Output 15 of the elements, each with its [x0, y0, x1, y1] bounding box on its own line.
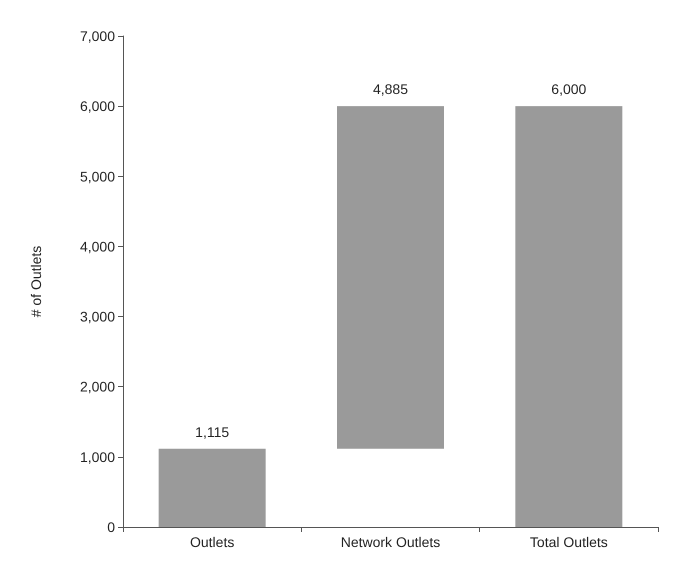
- data-label: 6,000: [551, 81, 587, 98]
- y-tick-label: 5,000: [80, 168, 116, 184]
- y-tick-label: 3,000: [80, 308, 116, 325]
- data-label: 4,885: [372, 81, 408, 98]
- y-tick-label: 0: [107, 519, 116, 535]
- y-tick-label: 7,000: [80, 28, 116, 44]
- y-tick-label: 2,000: [80, 378, 116, 395]
- x-tick-label: Network Outlets: [340, 534, 440, 550]
- x-tick-label: Outlets: [190, 534, 234, 550]
- y-axis-title: # of Outlets: [28, 246, 44, 318]
- y-tick-label: 1,000: [80, 448, 116, 465]
- y-tick-label: 4,000: [80, 238, 116, 254]
- y-tick-label: 6,000: [80, 98, 116, 114]
- x-tick-label: Total Outlets: [530, 534, 608, 550]
- data-label: 1,115: [195, 424, 230, 440]
